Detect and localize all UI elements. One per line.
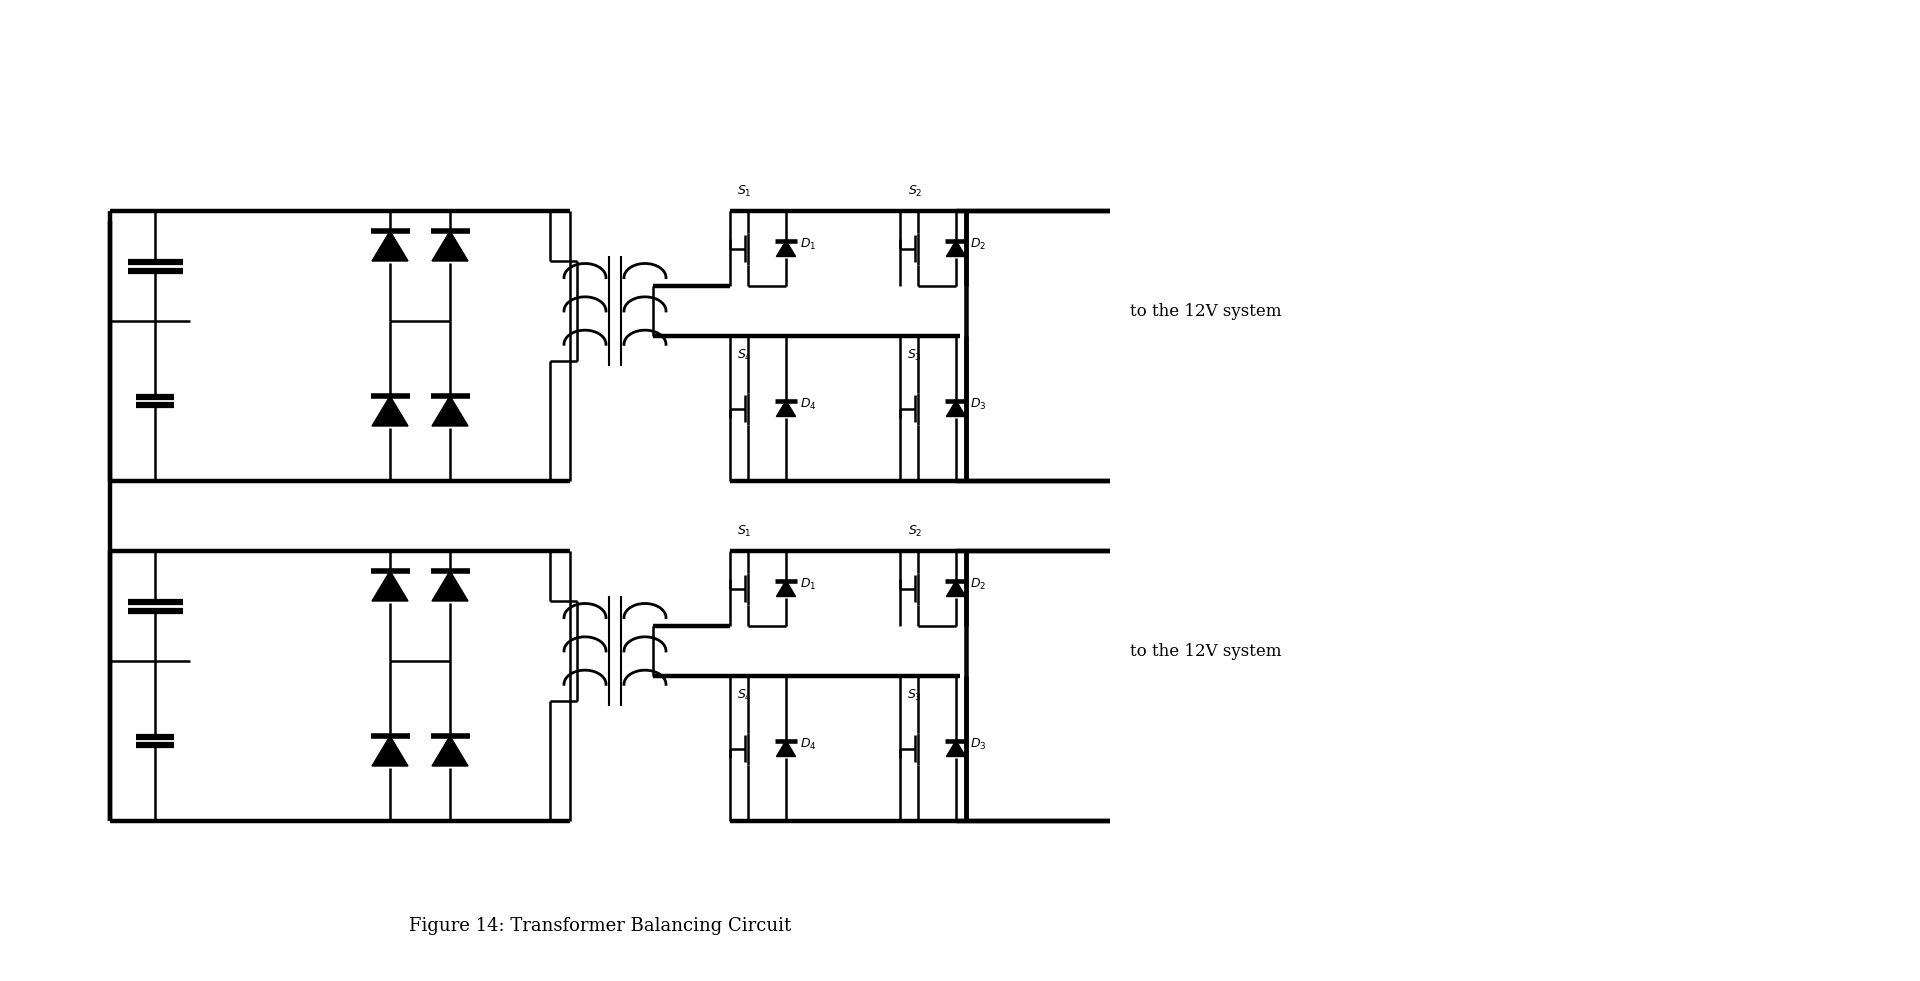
Polygon shape — [947, 400, 966, 417]
Text: $S_1$: $S_1$ — [737, 524, 753, 539]
Text: $S_4$: $S_4$ — [737, 348, 753, 363]
Polygon shape — [776, 741, 795, 756]
Text: $S_3$: $S_3$ — [908, 348, 922, 363]
Text: $D_3$: $D_3$ — [970, 397, 987, 412]
Polygon shape — [372, 571, 407, 601]
Text: $D_2$: $D_2$ — [970, 577, 987, 593]
Polygon shape — [776, 581, 795, 596]
Polygon shape — [432, 736, 468, 766]
Text: to the 12V system: to the 12V system — [1131, 643, 1281, 659]
Polygon shape — [432, 396, 468, 426]
Polygon shape — [372, 736, 407, 766]
Text: to the 12V system: to the 12V system — [1131, 302, 1281, 320]
Text: $S_4$: $S_4$ — [737, 688, 753, 703]
Polygon shape — [947, 741, 966, 756]
Polygon shape — [372, 231, 407, 261]
Text: $D_4$: $D_4$ — [801, 397, 816, 412]
Text: $S_3$: $S_3$ — [908, 688, 922, 703]
Text: $D_4$: $D_4$ — [801, 737, 816, 752]
Polygon shape — [947, 240, 966, 256]
Text: $D_1$: $D_1$ — [801, 577, 816, 593]
Text: $D_1$: $D_1$ — [801, 237, 816, 252]
Polygon shape — [432, 571, 468, 601]
Polygon shape — [776, 240, 795, 256]
Text: $S_2$: $S_2$ — [908, 183, 922, 199]
Polygon shape — [372, 396, 407, 426]
Text: $D_3$: $D_3$ — [970, 737, 987, 752]
Text: $S_2$: $S_2$ — [908, 524, 922, 539]
Polygon shape — [776, 400, 795, 417]
Text: $S_1$: $S_1$ — [737, 183, 753, 199]
Text: $D_2$: $D_2$ — [970, 237, 987, 252]
Text: Figure 14: Transformer Balancing Circuit: Figure 14: Transformer Balancing Circuit — [409, 917, 791, 935]
Polygon shape — [947, 581, 966, 596]
Polygon shape — [432, 231, 468, 261]
